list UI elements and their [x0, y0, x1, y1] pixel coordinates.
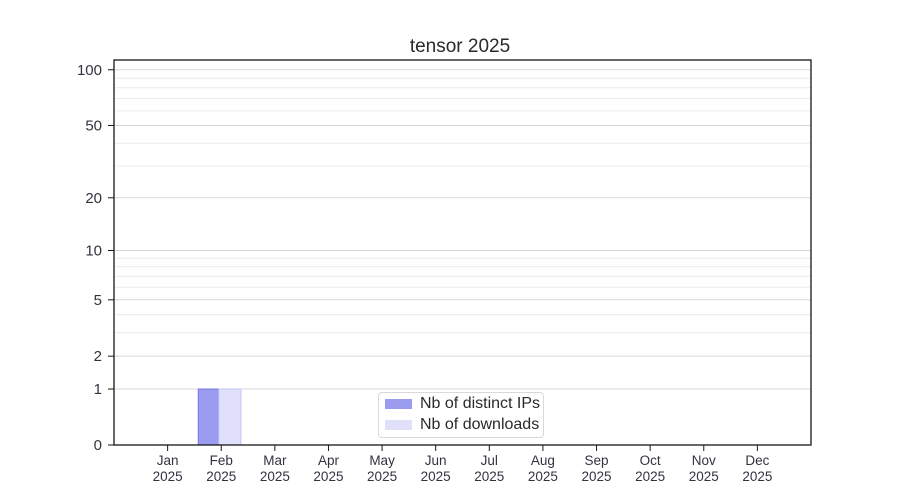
svg-text:2025: 2025 — [367, 469, 397, 484]
svg-text:2025: 2025 — [689, 469, 719, 484]
svg-text:Jul: Jul — [481, 453, 498, 468]
svg-text:100: 100 — [77, 62, 102, 79]
svg-text:2025: 2025 — [528, 469, 558, 484]
svg-text:2: 2 — [94, 348, 102, 365]
svg-text:2025: 2025 — [421, 469, 451, 484]
svg-text:Oct: Oct — [640, 453, 661, 468]
svg-text:2025: 2025 — [260, 469, 290, 484]
svg-text:Feb: Feb — [210, 453, 233, 468]
svg-text:10: 10 — [85, 242, 102, 259]
svg-text:Jan: Jan — [157, 453, 179, 468]
svg-text:Nov: Nov — [692, 453, 716, 468]
svg-text:Apr: Apr — [318, 453, 340, 468]
svg-text:Dec: Dec — [745, 453, 769, 468]
svg-text:0: 0 — [94, 437, 102, 454]
svg-text:Jun: Jun — [425, 453, 447, 468]
svg-text:2025: 2025 — [153, 469, 183, 484]
svg-text:2025: 2025 — [313, 469, 343, 484]
svg-text:20: 20 — [85, 190, 102, 207]
svg-text:50: 50 — [85, 117, 102, 134]
svg-text:2025: 2025 — [582, 469, 612, 484]
svg-text:Sep: Sep — [585, 453, 609, 468]
svg-text:1: 1 — [94, 381, 102, 398]
svg-text:May: May — [369, 453, 395, 468]
svg-text:2025: 2025 — [474, 469, 504, 484]
svg-text:5: 5 — [94, 292, 102, 309]
svg-text:2025: 2025 — [206, 469, 236, 484]
svg-text:Mar: Mar — [263, 453, 287, 468]
svg-text:2025: 2025 — [635, 469, 665, 484]
svg-text:Aug: Aug — [531, 453, 555, 468]
svg-text:2025: 2025 — [742, 469, 772, 484]
